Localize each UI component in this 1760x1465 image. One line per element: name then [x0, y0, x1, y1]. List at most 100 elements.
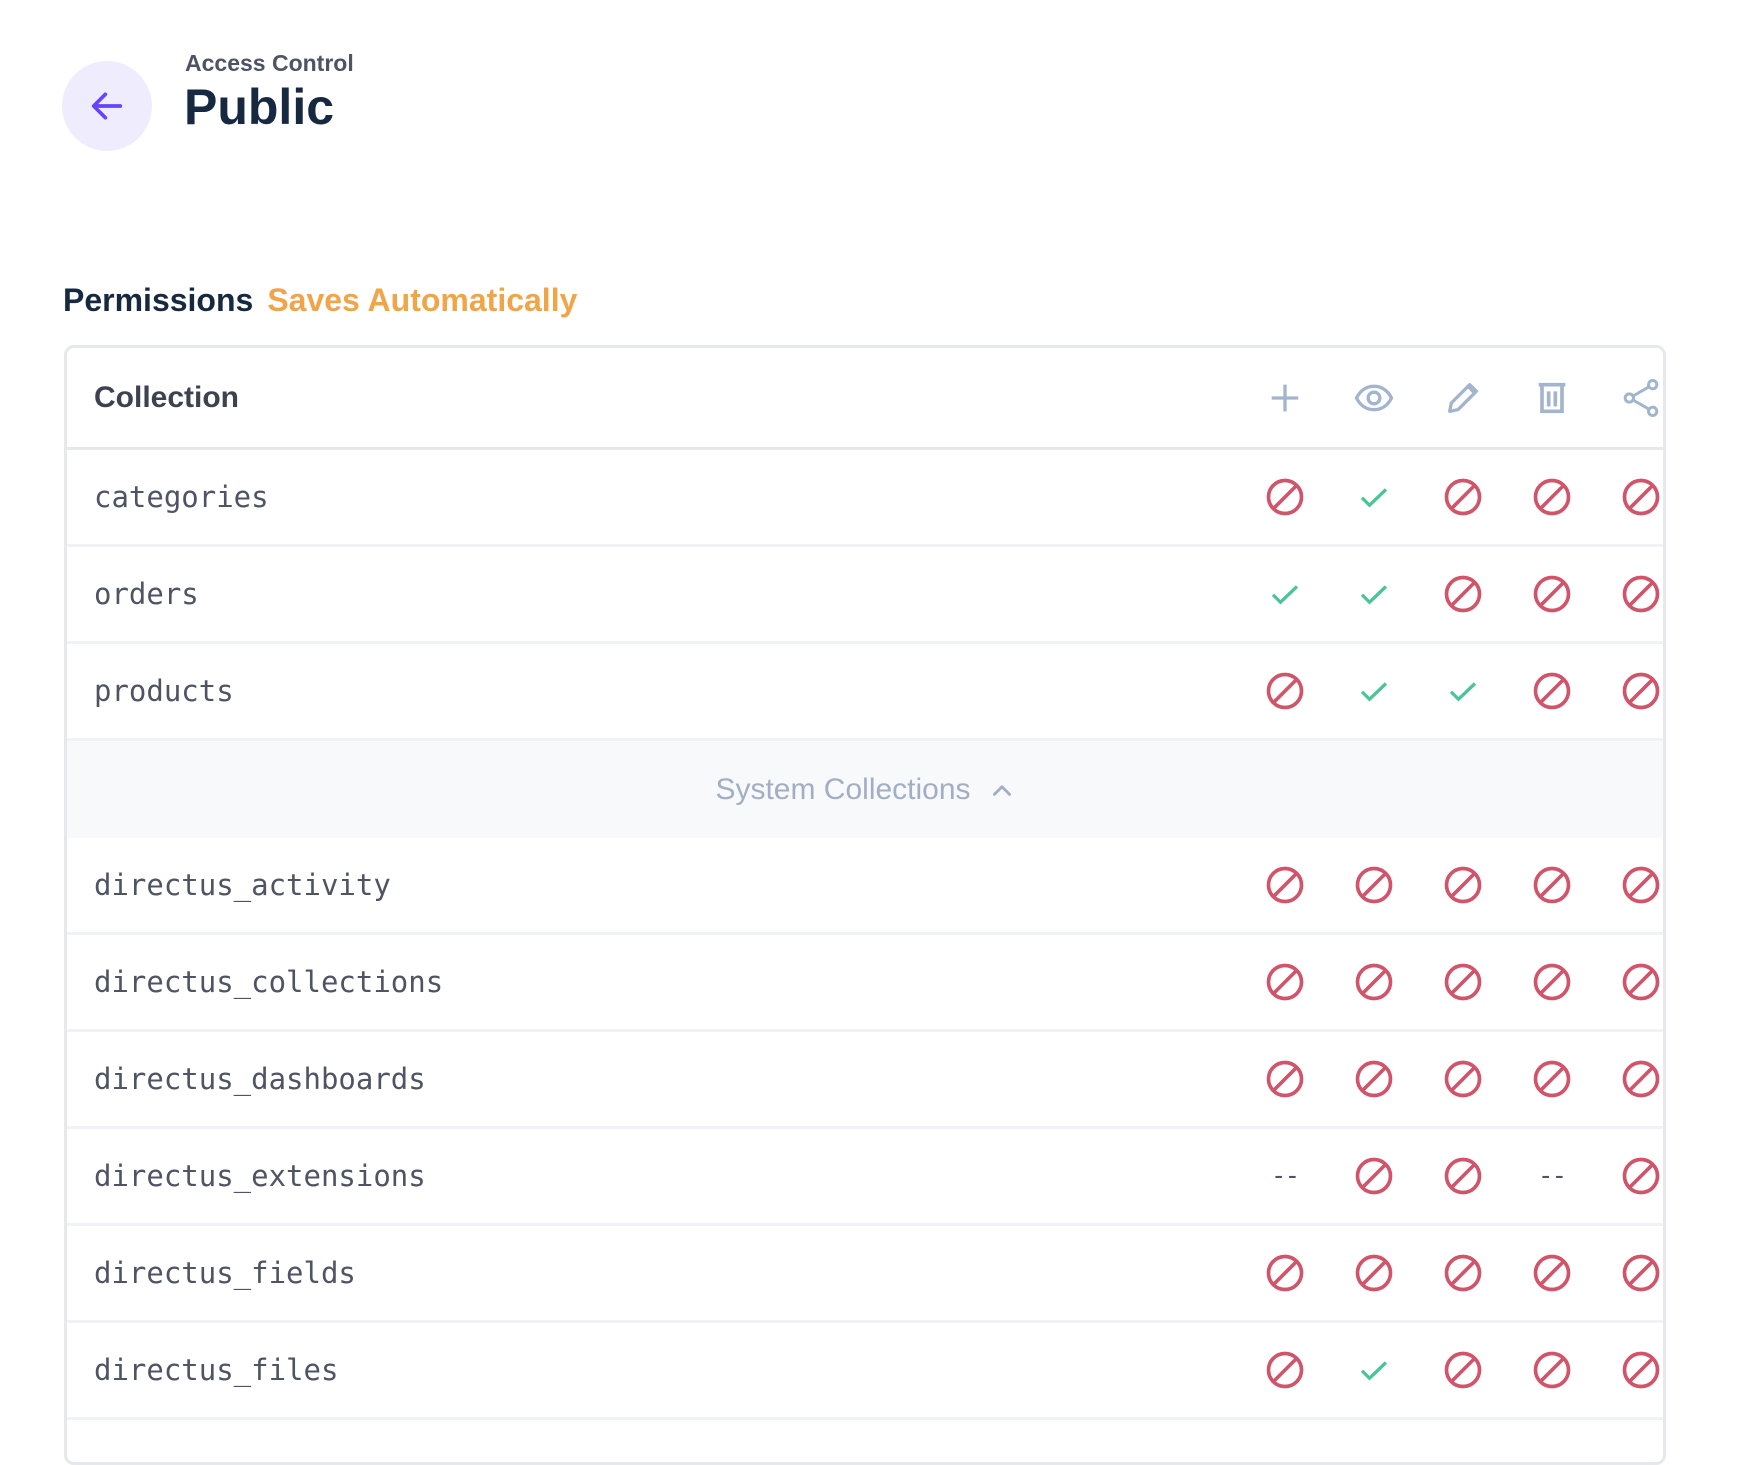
section-title: Permissions [63, 282, 254, 318]
permission-delete-deny[interactable] [1507, 1054, 1596, 1104]
permission-share-deny[interactable] [1596, 666, 1663, 716]
permission-read-deny[interactable] [1329, 957, 1418, 1007]
permission-read-deny[interactable] [1329, 1248, 1418, 1298]
collection-name[interactable]: directus_extensions [94, 1159, 426, 1193]
collection-name[interactable]: orders [94, 577, 199, 611]
permission-create-deny[interactable] [1240, 957, 1329, 1007]
block-icon [1266, 1351, 1303, 1389]
permission-read-deny[interactable] [1329, 1151, 1418, 1201]
block-icon [1444, 1351, 1481, 1389]
permission-create-deny[interactable] [1240, 472, 1329, 522]
block-icon [1533, 575, 1570, 613]
column-header-share [1596, 373, 1663, 423]
check-icon [1360, 682, 1387, 702]
permission-read-allow[interactable] [1329, 472, 1418, 522]
table-row: directus_activity [67, 838, 1663, 935]
permission-create-deny[interactable] [1240, 1248, 1329, 1298]
collection-name[interactable]: directus_files [94, 1353, 339, 1387]
block-icon [1444, 963, 1481, 1001]
block-icon [1533, 1254, 1570, 1292]
permission-share-deny[interactable] [1596, 1054, 1663, 1104]
permission-share-deny[interactable] [1596, 1248, 1663, 1298]
permission-update-deny[interactable] [1418, 1248, 1507, 1298]
permission-delete-deny[interactable] [1507, 860, 1596, 910]
permissions-table: Collection categories orders products Syst… [64, 345, 1666, 1465]
block-icon [1444, 575, 1481, 613]
permission-delete-deny[interactable] [1507, 1248, 1596, 1298]
permission-create-deny[interactable] [1240, 1054, 1329, 1104]
table-row: directus_files [67, 1323, 1663, 1420]
block-icon [1355, 1060, 1392, 1098]
block-icon [1266, 963, 1303, 1001]
permissions-heading: Permissions Saves Automatically [63, 282, 577, 319]
permission-delete-deny[interactable] [1507, 957, 1596, 1007]
permission-delete-deny[interactable] [1507, 1345, 1596, 1395]
permission-read-allow[interactable] [1329, 666, 1418, 716]
collection-name[interactable]: directus_collections [94, 965, 444, 999]
permission-delete-deny[interactable] [1507, 472, 1596, 522]
permission-update-deny[interactable] [1418, 472, 1507, 522]
block-icon [1622, 866, 1659, 904]
system-collections-toggle[interactable]: System Collections [67, 741, 1663, 838]
permission-share-deny[interactable] [1596, 569, 1663, 619]
plus-icon [1271, 384, 1298, 411]
block-icon [1266, 672, 1303, 710]
block-icon [1355, 1157, 1392, 1195]
column-header-delete [1507, 373, 1596, 423]
permission-share-deny[interactable] [1596, 472, 1663, 522]
permission-share-deny[interactable] [1596, 1151, 1663, 1201]
permission-share-deny[interactable] [1596, 860, 1663, 910]
permission-create-deny[interactable] [1240, 860, 1329, 910]
collection-name[interactable]: directus_activity [94, 868, 391, 902]
block-icon [1533, 1060, 1570, 1098]
permission-read-allow[interactable] [1329, 569, 1418, 619]
permission-update-deny[interactable] [1418, 569, 1507, 619]
block-icon [1622, 1351, 1659, 1389]
block-icon [1444, 478, 1481, 516]
table-row: directus_extensions -- -- [67, 1129, 1663, 1226]
block-icon [1355, 866, 1392, 904]
not-applicable: -- [1537, 1161, 1567, 1191]
collection-name[interactable]: products [94, 674, 234, 708]
permission-update-deny[interactable] [1418, 1345, 1507, 1395]
action-icons [1240, 373, 1663, 423]
permission-update-deny[interactable] [1418, 957, 1507, 1007]
check-icon [1360, 1361, 1387, 1381]
collection-name[interactable]: categories [94, 480, 269, 514]
permission-share-deny[interactable] [1596, 957, 1663, 1007]
autosave-status: Saves Automatically [267, 282, 578, 318]
permission-update-deny[interactable] [1418, 1151, 1507, 1201]
table-row: orders [67, 547, 1663, 644]
permission-update-deny[interactable] [1418, 860, 1507, 910]
block-icon [1622, 1060, 1659, 1098]
permission-create-deny[interactable] [1240, 1345, 1329, 1395]
permission-update-deny[interactable] [1418, 1054, 1507, 1104]
collection-name[interactable]: directus_fields [94, 1256, 356, 1290]
block-icon [1266, 1060, 1303, 1098]
block-icon [1622, 1254, 1659, 1292]
block-icon [1444, 1157, 1481, 1195]
permission-read-deny[interactable] [1329, 860, 1418, 910]
permission-read-deny[interactable] [1329, 1054, 1418, 1104]
permission-delete-none[interactable]: -- [1507, 1151, 1596, 1201]
check-icon [1360, 488, 1387, 508]
breadcrumb: Access Control [185, 50, 354, 76]
permission-create-none[interactable]: -- [1240, 1151, 1329, 1201]
permission-read-allow[interactable] [1329, 1345, 1418, 1395]
permission-delete-deny[interactable] [1507, 666, 1596, 716]
back-button[interactable] [62, 61, 152, 151]
permission-update-allow[interactable] [1418, 666, 1507, 716]
collection-name[interactable]: directus_dashboards [94, 1062, 426, 1096]
block-icon [1266, 1254, 1303, 1292]
table-row: categories [67, 450, 1663, 547]
pencil-icon [1447, 382, 1478, 413]
permission-share-deny[interactable] [1596, 1345, 1663, 1395]
block-icon [1533, 672, 1570, 710]
table-row: directus_collections [67, 935, 1663, 1032]
permission-create-allow[interactable] [1240, 569, 1329, 619]
column-header-collection: Collection [94, 380, 240, 414]
permission-delete-deny[interactable] [1507, 569, 1596, 619]
permission-create-deny[interactable] [1240, 666, 1329, 716]
block-icon [1355, 1254, 1392, 1292]
block-icon [1533, 963, 1570, 1001]
